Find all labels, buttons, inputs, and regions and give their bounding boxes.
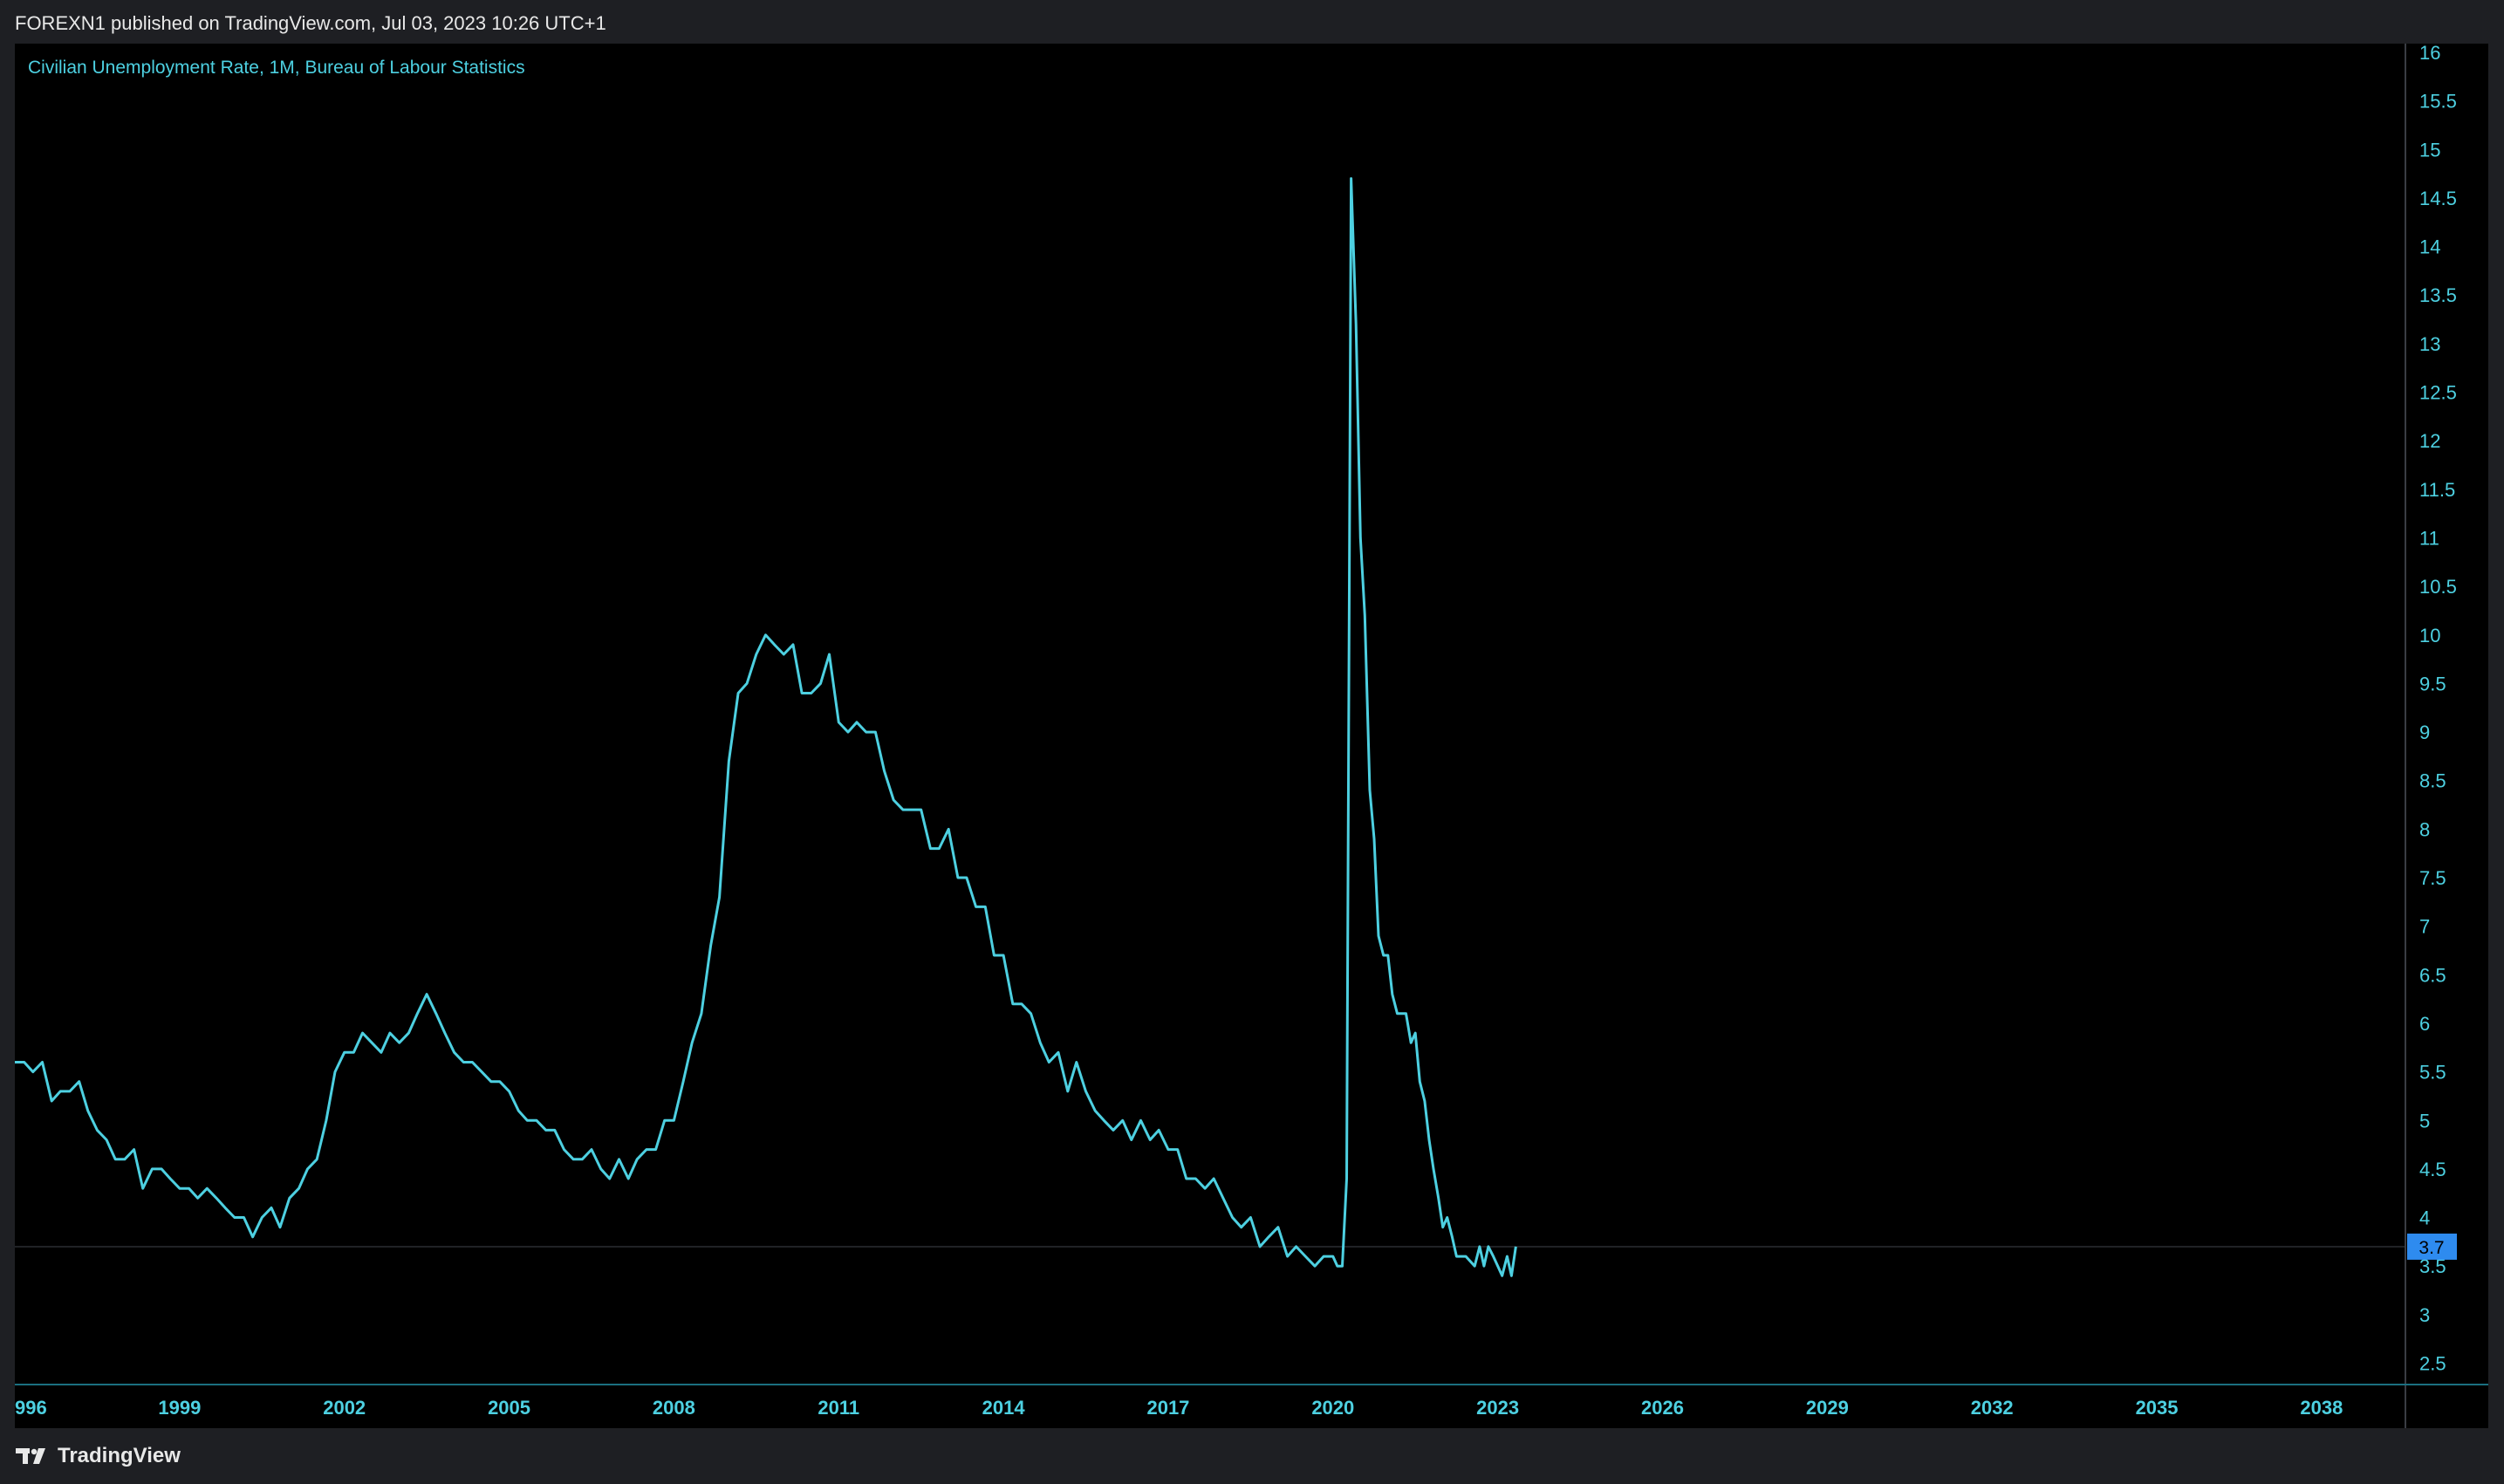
- x-tick-label: 2038: [2300, 1397, 2343, 1419]
- y-tick-label: 7: [2419, 916, 2430, 938]
- y-tick-label: 16: [2419, 44, 2440, 64]
- unemployment-line-chart: Civilian Unemployment Rate, 1M, Bureau o…: [15, 44, 2488, 1428]
- y-tick-label: 12.5: [2419, 382, 2457, 404]
- y-tick-label: 11.5: [2419, 479, 2455, 501]
- y-tick-label: 14: [2419, 236, 2440, 258]
- x-tick-label: 2014: [982, 1397, 1026, 1419]
- y-tick-label: 5.5: [2419, 1062, 2446, 1084]
- x-tick-label: 2032: [1971, 1397, 2014, 1419]
- x-tick-label: 996: [15, 1397, 47, 1419]
- x-tick-label: 2002: [323, 1397, 366, 1419]
- x-tick-label: 2029: [1806, 1397, 1849, 1419]
- y-tick-label: 14.5: [2419, 188, 2457, 209]
- chart-area[interactable]: Civilian Unemployment Rate, 1M, Bureau o…: [15, 44, 2488, 1428]
- y-tick-label: 8.5: [2419, 770, 2446, 792]
- published-header: FOREXN1 published on TradingView.com, Ju…: [0, 0, 2504, 44]
- tradingview-logo-icon: [16, 1448, 45, 1464]
- x-tick-label: 2017: [1146, 1397, 1189, 1419]
- y-tick-label: 6.5: [2419, 964, 2446, 986]
- y-tick-label: 6: [2419, 1013, 2430, 1035]
- last-value-badge: [2407, 1233, 2457, 1260]
- y-tick-label: 13: [2419, 333, 2440, 355]
- y-tick-label: 4: [2419, 1207, 2430, 1229]
- chart-title: Civilian Unemployment Rate, 1M, Bureau o…: [28, 58, 525, 78]
- y-tick-label: 12: [2419, 430, 2440, 452]
- x-tick-label: 1999: [158, 1397, 201, 1419]
- y-tick-label: 9: [2419, 721, 2430, 743]
- y-tick-label: 11: [2419, 527, 2439, 549]
- y-tick-label: 13.5: [2419, 284, 2457, 306]
- x-tick-label: 2035: [2136, 1397, 2179, 1419]
- x-tick-label: 2011: [818, 1397, 859, 1419]
- y-tick-label: 7.5: [2419, 867, 2446, 889]
- y-tick-label: 10.5: [2419, 576, 2457, 598]
- footer: TradingView: [0, 1428, 2504, 1484]
- y-tick-label: 4.5: [2419, 1159, 2446, 1180]
- x-tick-label: 2023: [1476, 1397, 1519, 1419]
- y-tick-label: 3: [2419, 1304, 2430, 1326]
- y-tick-label: 15: [2419, 139, 2440, 161]
- tradingview-logo[interactable]: TradingView: [16, 1444, 181, 1468]
- y-tick-label: 9.5: [2419, 673, 2446, 694]
- x-tick-label: 2020: [1311, 1397, 1354, 1419]
- x-tick-label: 2005: [488, 1397, 530, 1419]
- x-tick-label: 2008: [653, 1397, 695, 1419]
- y-tick-label: 2.5: [2419, 1353, 2446, 1375]
- last-value-label: 3.7: [2418, 1238, 2444, 1258]
- series-line: [15, 177, 1517, 1277]
- y-tick-label: 10: [2419, 625, 2440, 646]
- x-tick-label: 2026: [1641, 1397, 1684, 1419]
- y-tick-label: 8: [2419, 818, 2430, 840]
- published-info-text: FOREXN1 published on TradingView.com, Ju…: [15, 12, 606, 34]
- y-tick-label: 15.5: [2419, 91, 2457, 113]
- y-tick-label: 5: [2419, 1110, 2430, 1132]
- tradingview-logo-text: TradingView: [58, 1444, 181, 1467]
